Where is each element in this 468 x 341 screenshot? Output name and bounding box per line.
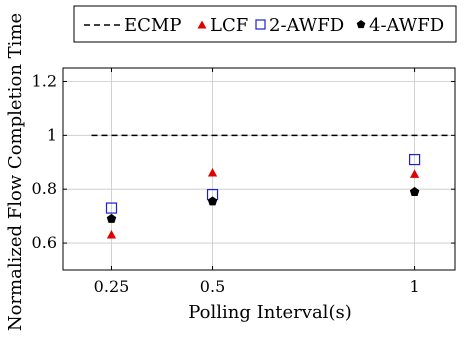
point-4awfd	[207, 196, 218, 206]
point-2awfd	[408, 153, 421, 166]
x-tick-label: 0.25	[94, 277, 130, 296]
point-lcf	[409, 169, 420, 178]
y-tick-label: 1.2	[32, 71, 57, 90]
legend-label-2awfd: 2-AWFD	[269, 15, 344, 36]
grid-lines	[63, 68, 455, 270]
legend: ECMP LCF 2-AWFD 4-AWFD	[73, 5, 457, 43]
point-4awfd	[409, 186, 420, 196]
point-2awfd	[105, 202, 118, 214]
legend-swatch-4awfd	[356, 20, 366, 29]
point-lcf	[106, 229, 117, 239]
plot-frame	[62, 67, 456, 271]
y-tick-label: 0.6	[32, 233, 57, 252]
x-axis-label: Polling Interval(s)	[188, 302, 351, 323]
legend-label-ecmp: ECMP	[124, 15, 181, 36]
axis-ticks: 0.25 0.5 1 0.6 0.8 1 1.2	[32, 68, 455, 296]
point-4awfd	[106, 213, 117, 223]
y-axis-label: Normalized Flow Completion Time	[5, 13, 26, 331]
legend-label-lcf: LCF	[210, 15, 248, 36]
y-tick-label: 1	[47, 125, 57, 144]
x-tick-label: 0.5	[200, 277, 225, 296]
point-lcf	[207, 168, 218, 177]
y-tick-label: 0.8	[32, 179, 57, 198]
x-tick-label: 1	[409, 277, 419, 296]
data-points	[105, 153, 421, 239]
legend-label-4awfd: 4-AWFD	[369, 15, 444, 36]
legend-swatch-2awfd	[255, 19, 266, 30]
legend-swatch-lcf	[197, 20, 207, 29]
